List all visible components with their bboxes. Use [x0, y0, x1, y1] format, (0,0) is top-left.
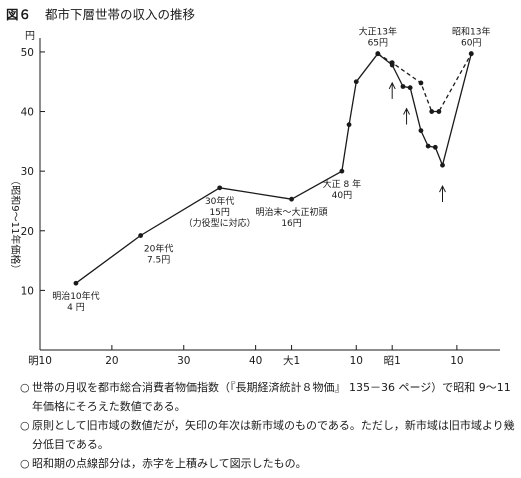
axes: 10 20 30 40 50 明10 20 30 40 大1 10 昭1 10	[21, 38, 500, 367]
note-item: ○ 昭和期の点線部分は，赤字を上積みして図示したもの。	[20, 454, 515, 473]
x-tick-label: 10	[450, 355, 463, 367]
annotation-label: 40円	[332, 190, 352, 201]
annotation-label: 大正13年	[359, 26, 397, 38]
note-text: 昭和期の点線部分は，赤字を上積みして図示したもの。	[32, 457, 307, 470]
note-bullet: ○	[20, 381, 30, 394]
y-tick-label: 10	[21, 285, 34, 297]
note-bullet: ○	[20, 457, 30, 470]
series-layer	[73, 51, 474, 286]
data-point	[389, 60, 395, 66]
note-bullet: ○	[20, 419, 30, 432]
note-text: 原則として旧市域の数値だが，矢印の年次は新市域のものである。ただし，新市域は旧市…	[32, 419, 515, 451]
x-tick-label: 20	[105, 355, 118, 367]
data-point	[440, 162, 445, 168]
chart-title: 図６ 都市下層世帯の収入の推移	[6, 4, 195, 23]
x-tick-label: 大1	[283, 354, 300, 367]
data-point	[418, 128, 424, 134]
y-axis-title: （昭和9〜11年価格）	[9, 175, 22, 274]
y-tick-label: 30	[21, 166, 34, 178]
annotation-label: 15円	[209, 207, 229, 218]
data-point	[217, 185, 223, 191]
data-point	[429, 109, 435, 114]
data-point	[289, 196, 294, 202]
data-point	[375, 51, 381, 57]
new-city-arrow	[403, 107, 411, 125]
y-tick-label: 20	[21, 226, 34, 238]
annotation-label: 30年代	[205, 195, 234, 207]
y-tick-label: 40	[21, 107, 34, 119]
data-point	[339, 168, 345, 174]
series-line-dashed	[377, 53, 472, 113]
annotation-label: 昭和13年	[452, 26, 490, 38]
data-point	[353, 79, 359, 85]
data-point	[425, 143, 431, 149]
figure-number: 図６	[6, 7, 32, 22]
data-point	[346, 122, 352, 128]
data-point	[418, 80, 424, 86]
y-axis-title-text: （昭和9〜11年価格）	[9, 175, 22, 274]
annotation-label: 60円	[461, 38, 481, 49]
data-point	[73, 280, 79, 286]
x-tick-label: 10	[350, 355, 363, 367]
data-point	[468, 51, 474, 57]
x-tick-label: 40	[249, 355, 262, 367]
data-point	[436, 109, 442, 114]
note-text: 世帯の月収を都市総合消費者物価指数（『長期経済統計８物価』 135－36 ページ…	[32, 381, 511, 413]
annotation-label: 4 円	[67, 302, 85, 313]
x-tick-label: 明10	[28, 355, 52, 367]
annotation-label: 明治10年代	[52, 290, 99, 302]
figure-title: 都市下層世帯の収入の推移	[45, 7, 196, 22]
data-point	[432, 144, 438, 150]
y-axis-unit: 円	[25, 31, 35, 42]
annotation-label: 大正 8 年	[323, 178, 361, 190]
annotation-label: 16円	[281, 218, 301, 229]
x-tick-label: 昭1	[384, 355, 401, 367]
arrow-layer	[388, 81, 446, 203]
note-item: ○ 原則として旧市域の数値だが，矢印の年次は新市域のものである。ただし，新市域は旧…	[20, 416, 515, 454]
annotation-label: 7.5円	[147, 255, 170, 266]
data-point	[407, 85, 413, 91]
y-tick-label: 50	[21, 47, 34, 59]
data-point	[138, 233, 144, 238]
new-city-arrow	[388, 81, 396, 99]
note-item: ○ 世帯の月収を都市総合消費者物価指数（『長期経済統計８物価』 135－36 ペー…	[20, 378, 515, 416]
notes: ○ 世帯の月収を都市総合消費者物価指数（『長期経済統計８物価』 135－36 ペー…	[20, 378, 515, 473]
annotation-label: （力役型に対応）	[184, 217, 256, 229]
series-line-solid	[75, 53, 472, 284]
new-city-arrow	[439, 184, 446, 203]
annotation-label: 65円	[368, 38, 388, 49]
x-tick-label: 30	[177, 355, 190, 367]
annotation-label: 20年代	[144, 243, 173, 255]
data-point	[400, 84, 406, 89]
annotation-label: 明治末〜大正初頭	[256, 206, 328, 218]
